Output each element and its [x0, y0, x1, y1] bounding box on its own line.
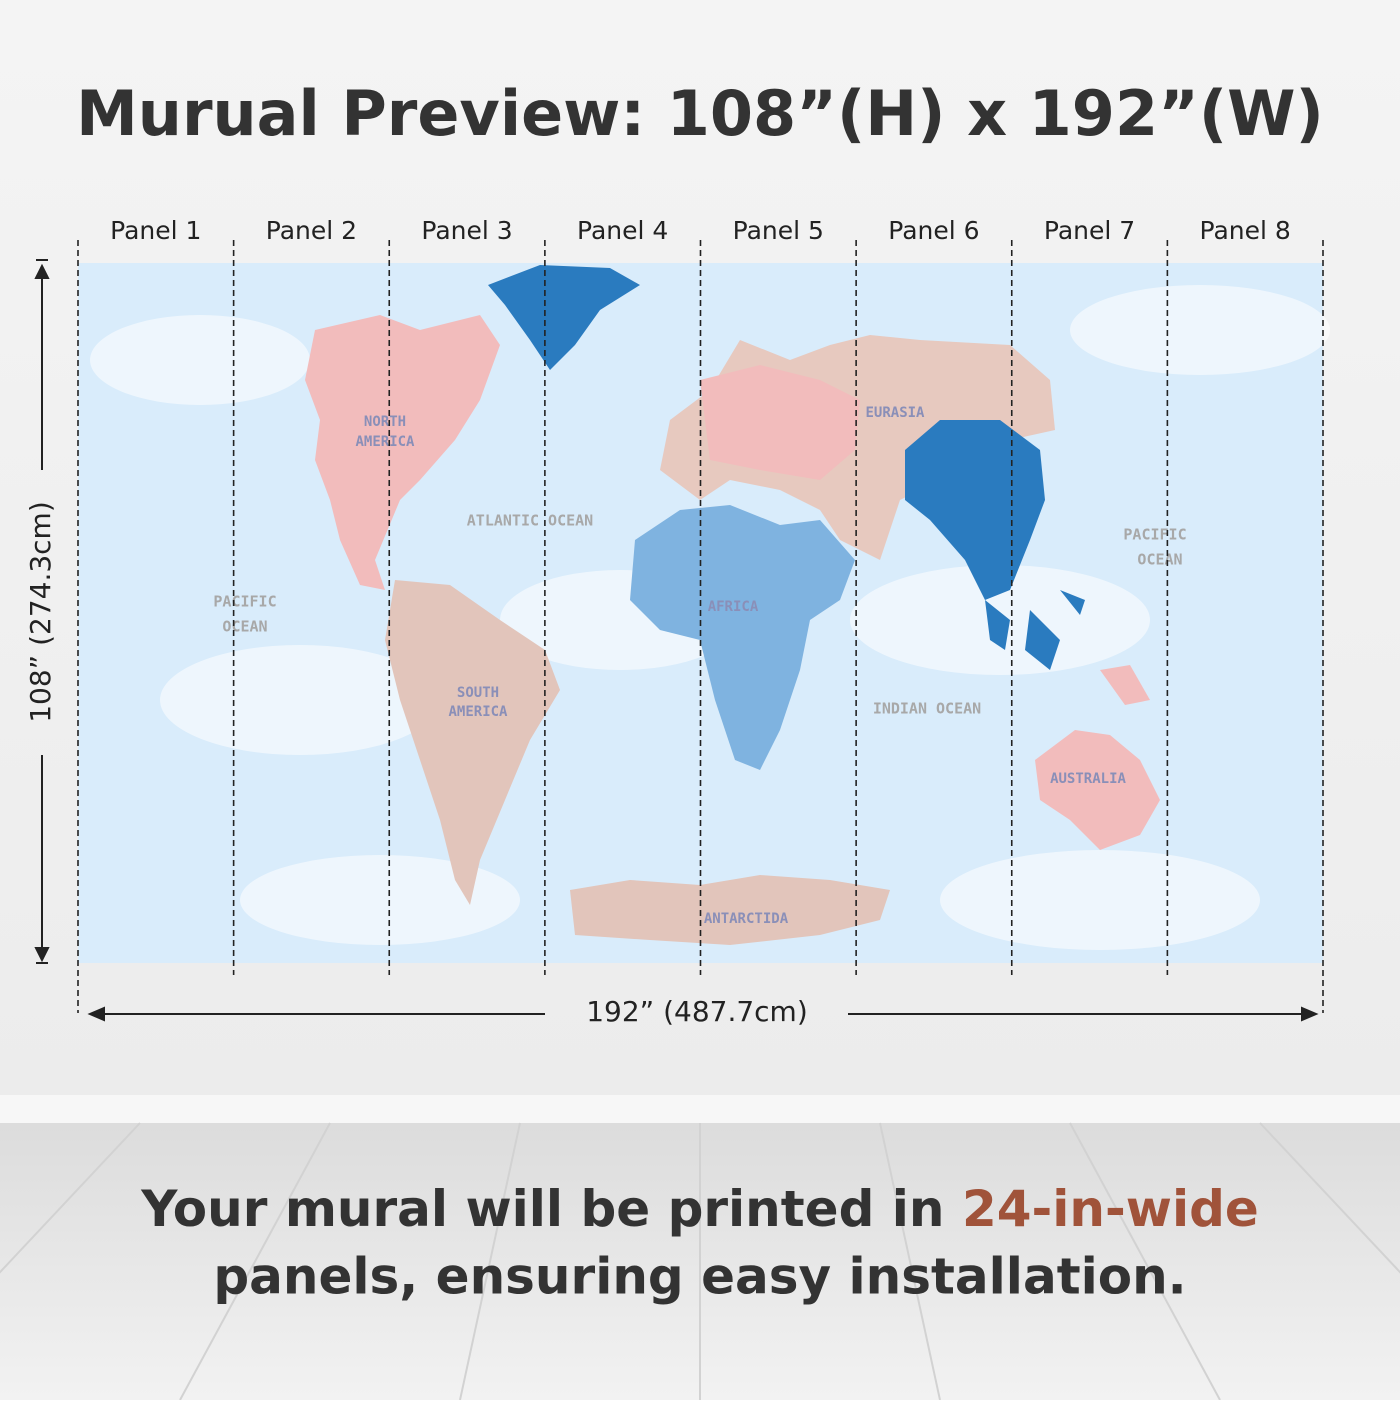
ocean-label: OCEAN	[222, 618, 267, 636]
panel-label: Panel 6	[888, 216, 979, 245]
panel-label: Panel 2	[266, 216, 357, 245]
panel-label: Panel 3	[421, 216, 512, 245]
map-label: NORTH	[364, 414, 406, 430]
ocean-label: INDIAN OCEAN	[873, 700, 981, 718]
new-guinea	[1100, 665, 1150, 705]
map-label: AFRICA	[708, 599, 759, 615]
australia	[1035, 730, 1160, 850]
map-label: AMERICA	[355, 434, 415, 450]
antarctica	[570, 875, 890, 945]
map-label: SOUTH	[457, 685, 499, 701]
floor-planks	[0, 1122, 1400, 1401]
east-asia	[905, 420, 1045, 600]
footer-line: panels, ensuring easy installation.	[213, 1248, 1186, 1306]
height-label: 108” (274.3cm)	[24, 501, 57, 723]
panel-label: Panel 4	[577, 216, 668, 245]
europe	[700, 365, 860, 480]
ocean-label: OCEAN	[1137, 551, 1182, 569]
panel-label: Panel 1	[110, 216, 201, 245]
clouds	[90, 285, 1330, 950]
map-label: AMERICA	[448, 704, 508, 720]
africa	[630, 505, 855, 770]
width-dimension	[87, 1006, 1319, 1022]
islands	[985, 590, 1085, 670]
footer-line: Your mural will be printed in 24-in-wide	[140, 1180, 1259, 1238]
ocean-label: PACIFIC	[1123, 526, 1186, 544]
greenland	[488, 265, 640, 370]
footer-text: Your mural will be printed in	[140, 1180, 944, 1238]
baseboard	[0, 1095, 1400, 1123]
width-label: 192” (487.7cm)	[586, 995, 808, 1028]
map-label: ANTARCTIDA	[704, 911, 789, 927]
height-dimension	[34, 259, 50, 964]
panel-label: Panel 5	[733, 216, 824, 245]
south-america	[385, 580, 560, 905]
north-america	[305, 315, 500, 590]
footer-highlight: 24-in-wide	[962, 1180, 1259, 1238]
map: NORTH AMERICA SOUTH AMERICA EURASIA AFRI…	[78, 263, 1330, 963]
panel-guides: Panel 1 Panel 2 Panel 3 Panel 4 Panel 5 Panel…	[77, 216, 1324, 1013]
panel-label: Panel 8	[1200, 216, 1291, 245]
title: Murual Preview: 108”(H) x 192”(W)	[76, 77, 1324, 150]
ocean-label: ATLANTIC OCEAN	[467, 512, 593, 530]
panel-label: Panel 7	[1044, 216, 1135, 245]
map-label: EURASIA	[865, 405, 925, 421]
map-label: AUSTRALIA	[1050, 771, 1126, 787]
ocean-label: PACIFIC	[213, 593, 276, 611]
